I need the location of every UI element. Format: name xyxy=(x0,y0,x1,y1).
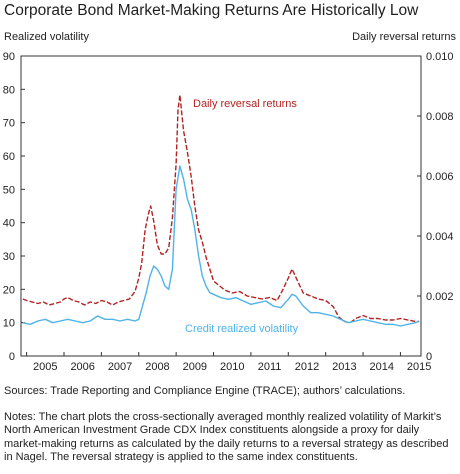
x-tick-label: 2014 xyxy=(370,361,394,373)
x-tick-label: 2010 xyxy=(220,361,244,373)
left-tick-label: 40 xyxy=(3,218,15,230)
left-axis-title: Realized volatility xyxy=(4,31,89,43)
chart-title: Corporate Bond Market-Making Returns Are… xyxy=(4,2,419,19)
realized-volatility-line xyxy=(22,165,420,327)
reversal-returns-label: Daily reversal returns xyxy=(193,98,297,110)
left-tick-label: 50 xyxy=(3,184,15,196)
source-note: Sources: Trade Reporting and Compliance … xyxy=(4,385,406,397)
left-tick-label: 10 xyxy=(3,318,15,330)
x-tick-label: 2011 xyxy=(258,361,282,373)
x-tick-label: 2006 xyxy=(70,361,94,373)
left-tick-label: 60 xyxy=(3,151,15,163)
reversal-returns-line xyxy=(22,94,420,324)
left-tick-label: 20 xyxy=(3,284,15,296)
notes-text: Notes: The chart plots the cross-section… xyxy=(4,411,449,464)
right-tick-label: 0.010 xyxy=(426,51,454,63)
right-tick-label: 0 xyxy=(426,351,432,363)
realized-volatility-label: Credit realized volatility xyxy=(185,323,299,335)
x-tick-label: 2012 xyxy=(295,361,319,373)
right-tick-label: 0.008 xyxy=(426,111,454,123)
line-chart: 0 10 20 30 40 50 60 70 80 90 0 0.002 0.004 0.006 0.008… xyxy=(3,51,454,373)
x-tick-label: 2007 xyxy=(108,361,132,373)
right-axis-title: Daily reversal returns xyxy=(352,31,456,43)
left-tick-label: 0 xyxy=(9,351,15,363)
left-tick-label: 70 xyxy=(3,118,15,130)
left-tick-label: 30 xyxy=(3,251,15,263)
plot-frame xyxy=(20,55,422,357)
x-tick-label: 2013 xyxy=(332,361,356,373)
left-tick-label: 90 xyxy=(3,51,15,63)
right-tick-label: 0.006 xyxy=(426,171,454,183)
right-tick-label: 0.002 xyxy=(426,291,454,303)
x-tick-label: 2009 xyxy=(183,361,207,373)
x-tick-label: 2015 xyxy=(407,361,431,373)
left-tick-label: 80 xyxy=(3,84,15,96)
x-tick-label: 2008 xyxy=(145,361,169,373)
x-tick-label: 2005 xyxy=(33,361,57,373)
right-tick-label: 0.004 xyxy=(426,231,454,243)
